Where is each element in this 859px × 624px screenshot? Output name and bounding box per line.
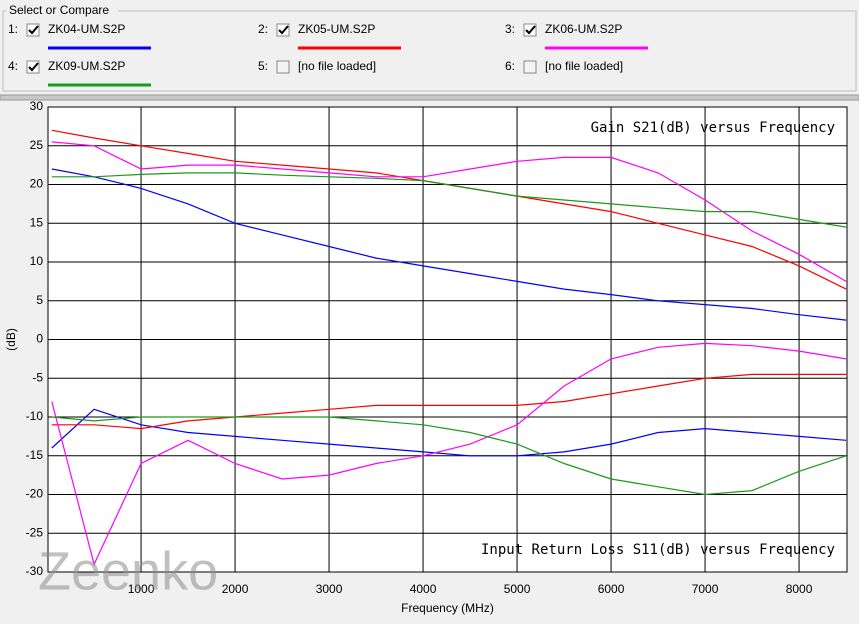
y-tick-label: -20 — [26, 487, 44, 501]
series-line — [51, 416, 847, 496]
series-line — [51, 408, 847, 457]
checkbox[interactable] — [523, 60, 537, 74]
y-tick-label: 5 — [36, 293, 43, 307]
series-line — [51, 168, 847, 321]
y-tick-label: -30 — [26, 564, 44, 578]
slot-index: 3: — [505, 22, 515, 36]
group-box — [2, 10, 857, 92]
x-tick-label: 8000 — [786, 582, 813, 596]
slot-index: 2: — [258, 22, 268, 36]
y-tick-label: -5 — [32, 370, 43, 384]
slot-index: 4: — [8, 59, 18, 73]
x-tick-label: 6000 — [598, 582, 625, 596]
y-tick-label: -15 — [26, 448, 44, 462]
x-tick-label: 7000 — [692, 582, 719, 596]
splitter — [0, 94, 859, 101]
gain-annotation: Gain S21(dB) versus Frequency — [591, 120, 835, 136]
series-line — [51, 342, 847, 567]
series-line — [51, 172, 847, 228]
return-loss-annotation: Input Return Loss S11(dB) versus Frequen… — [481, 542, 835, 558]
y-tick-label: 15 — [30, 215, 44, 229]
series-line — [51, 373, 847, 430]
slot-index: 5: — [258, 59, 268, 73]
slot-index: 1: — [8, 22, 18, 36]
checkbox[interactable] — [276, 60, 290, 74]
series-line — [51, 141, 847, 282]
legend-label: ZK06-UM.S2P — [545, 22, 622, 36]
group-title: Select or Compare — [9, 3, 109, 17]
y-tick-label: -10 — [26, 409, 44, 423]
x-tick-label: 5000 — [504, 582, 531, 596]
y-tick-label: 0 — [36, 332, 43, 346]
y-tick-label: 20 — [30, 177, 44, 191]
group-title-bg — [6, 4, 118, 18]
legend-label: ZK09-UM.S2P — [48, 59, 125, 73]
slot-label: [no file loaded] — [545, 59, 623, 73]
check-mark — [28, 62, 39, 72]
check-mark — [278, 25, 289, 35]
y-axis-label: (dB) — [4, 328, 18, 351]
y-tick-label: 30 — [30, 99, 44, 113]
y-tick-label: 10 — [30, 254, 44, 268]
legend-label: ZK05-UM.S2P — [298, 22, 375, 36]
y-tick-label: 25 — [30, 138, 44, 152]
watermark: Zeenko — [38, 541, 218, 601]
x-tick-label: 4000 — [410, 582, 437, 596]
slot-label: [no file loaded] — [298, 59, 376, 73]
check-mark — [28, 25, 39, 35]
slot-index: 6: — [505, 59, 515, 73]
legend-label: ZK04-UM.S2P — [48, 22, 125, 36]
x-axis-label: Frequency (MHz) — [401, 601, 494, 615]
x-tick-label: 1000 — [128, 582, 155, 596]
x-tick-label: 2000 — [222, 582, 249, 596]
y-tick-label: -25 — [26, 525, 44, 539]
check-mark — [525, 25, 536, 35]
x-tick-label: 3000 — [316, 582, 343, 596]
